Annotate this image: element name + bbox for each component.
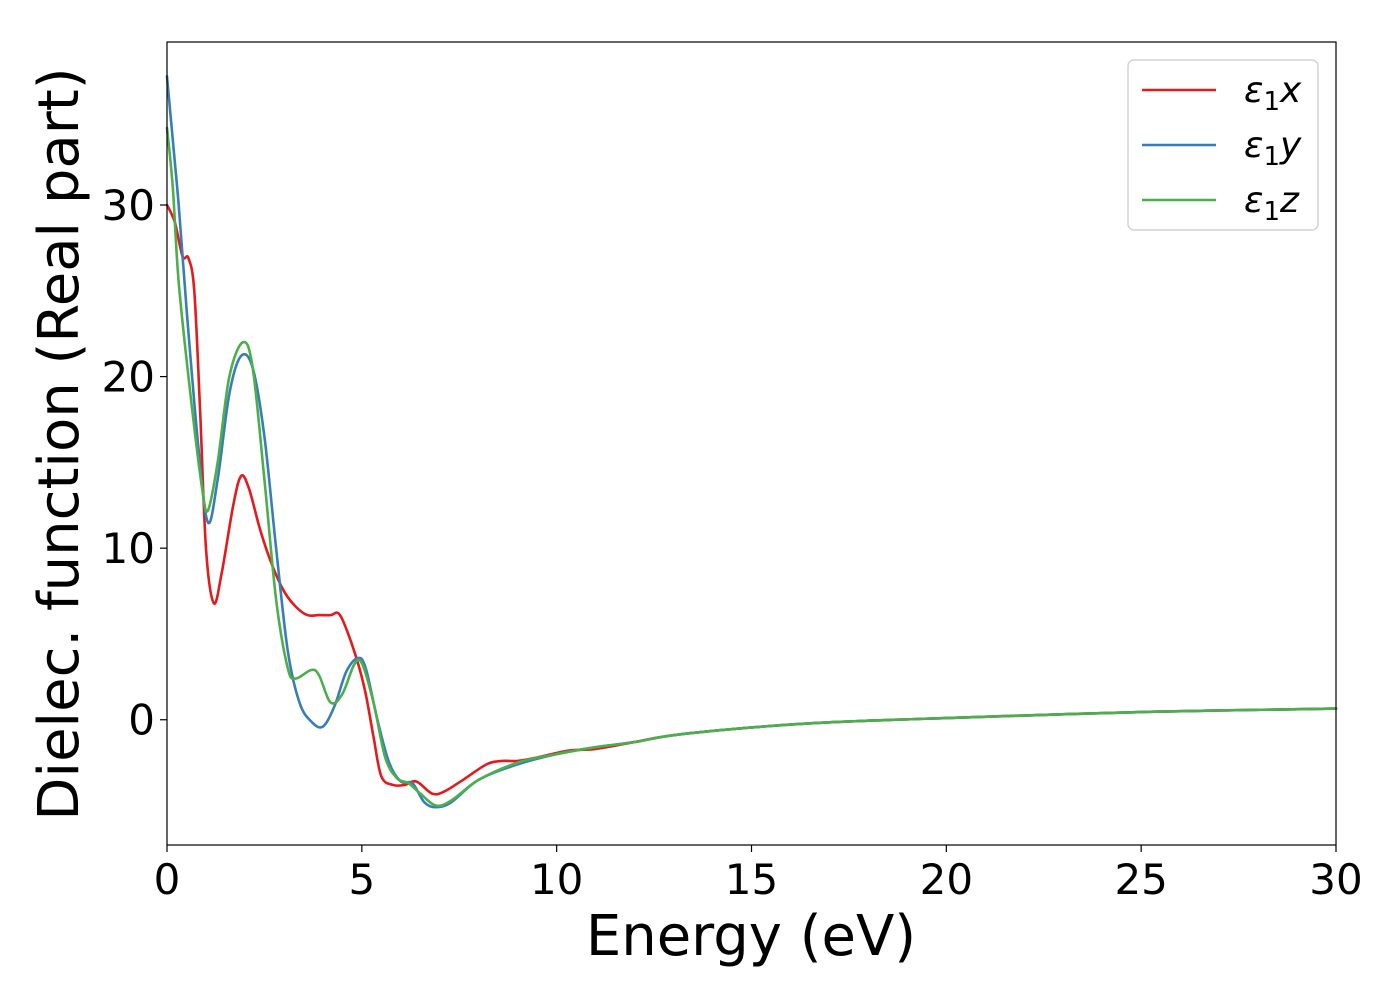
- series-layer: [165, 75, 1338, 809]
- x-axis-label: Energy (eV): [586, 904, 916, 969]
- legend-entries: ε1x ε1y ε1z: [1142, 70, 1302, 227]
- y-tick-label: 10: [102, 524, 155, 573]
- legend-label-y: ε1y: [1244, 125, 1302, 172]
- x-tick-label: 25: [1114, 855, 1167, 904]
- x-tick-label: 30: [1309, 855, 1362, 904]
- x-tick-label: 5: [348, 855, 375, 904]
- legend-box: [1127, 59, 1319, 231]
- legend: ε1x ε1y ε1z: [1127, 59, 1319, 231]
- series-line-x: [165, 203, 1338, 796]
- x-tick-label: 15: [725, 855, 778, 904]
- y-tick-label: 30: [102, 181, 155, 230]
- x-tick-label: 10: [530, 855, 583, 904]
- legend-label-z: ε1z: [1244, 180, 1300, 227]
- y-tick-label: 0: [128, 696, 155, 745]
- x-tick-label: 0: [154, 855, 181, 904]
- ticks-layer: 0 5 10 15 20 25 30 0 10 20 30: [102, 181, 1363, 904]
- legend-label-x: ε1x: [1244, 70, 1302, 117]
- y-axis-label: Dielec. function (Real part): [27, 67, 92, 820]
- y-tick-label: 20: [102, 353, 155, 402]
- x-tick-label: 20: [920, 855, 973, 904]
- series-line-z: [165, 126, 1338, 808]
